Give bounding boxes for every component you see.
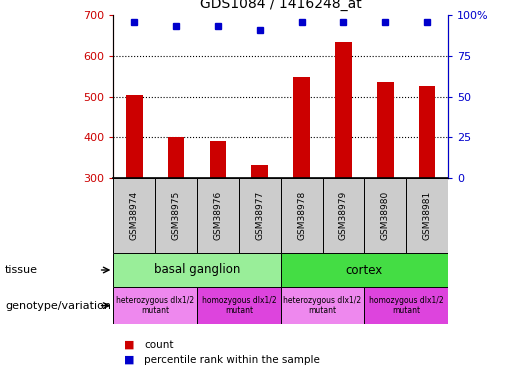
Bar xyxy=(365,178,406,253)
Bar xyxy=(113,178,155,253)
Text: GSM38975: GSM38975 xyxy=(171,191,181,240)
Text: GSM38981: GSM38981 xyxy=(423,191,432,240)
Text: basal ganglion: basal ganglion xyxy=(154,264,240,276)
Title: GDS1084 / 1416248_at: GDS1084 / 1416248_at xyxy=(200,0,362,11)
Text: genotype/variation: genotype/variation xyxy=(5,301,111,310)
Bar xyxy=(113,253,281,287)
Text: count: count xyxy=(144,340,174,350)
Text: ■: ■ xyxy=(124,355,134,365)
Text: heterozygous dlx1/2
mutant: heterozygous dlx1/2 mutant xyxy=(283,296,362,315)
Text: ■: ■ xyxy=(124,340,134,350)
Text: heterozygous dlx1/2
mutant: heterozygous dlx1/2 mutant xyxy=(116,296,194,315)
Text: homozygous dlx1/2
mutant: homozygous dlx1/2 mutant xyxy=(201,296,276,315)
Text: GSM38978: GSM38978 xyxy=(297,191,306,240)
Bar xyxy=(335,42,352,178)
Bar xyxy=(155,178,197,253)
Text: GSM38977: GSM38977 xyxy=(255,191,264,240)
Bar xyxy=(377,82,393,178)
Text: tissue: tissue xyxy=(5,265,38,275)
Bar xyxy=(281,178,322,253)
Text: GSM38974: GSM38974 xyxy=(130,191,139,240)
Text: percentile rank within the sample: percentile rank within the sample xyxy=(144,355,320,365)
Bar xyxy=(210,141,226,178)
Bar xyxy=(251,165,268,178)
Bar xyxy=(113,287,197,324)
Bar xyxy=(126,95,143,178)
Text: GSM38976: GSM38976 xyxy=(213,191,222,240)
Bar xyxy=(281,253,448,287)
Text: cortex: cortex xyxy=(346,264,383,276)
Bar xyxy=(197,287,281,324)
Text: GSM38980: GSM38980 xyxy=(381,191,390,240)
Bar xyxy=(406,178,448,253)
Bar xyxy=(168,137,184,178)
Bar xyxy=(419,86,436,178)
Bar xyxy=(365,287,448,324)
Bar xyxy=(197,178,239,253)
Bar xyxy=(322,178,365,253)
Text: homozygous dlx1/2
mutant: homozygous dlx1/2 mutant xyxy=(369,296,443,315)
Text: GSM38979: GSM38979 xyxy=(339,191,348,240)
Bar xyxy=(293,76,310,178)
Bar xyxy=(239,178,281,253)
Bar xyxy=(281,287,365,324)
